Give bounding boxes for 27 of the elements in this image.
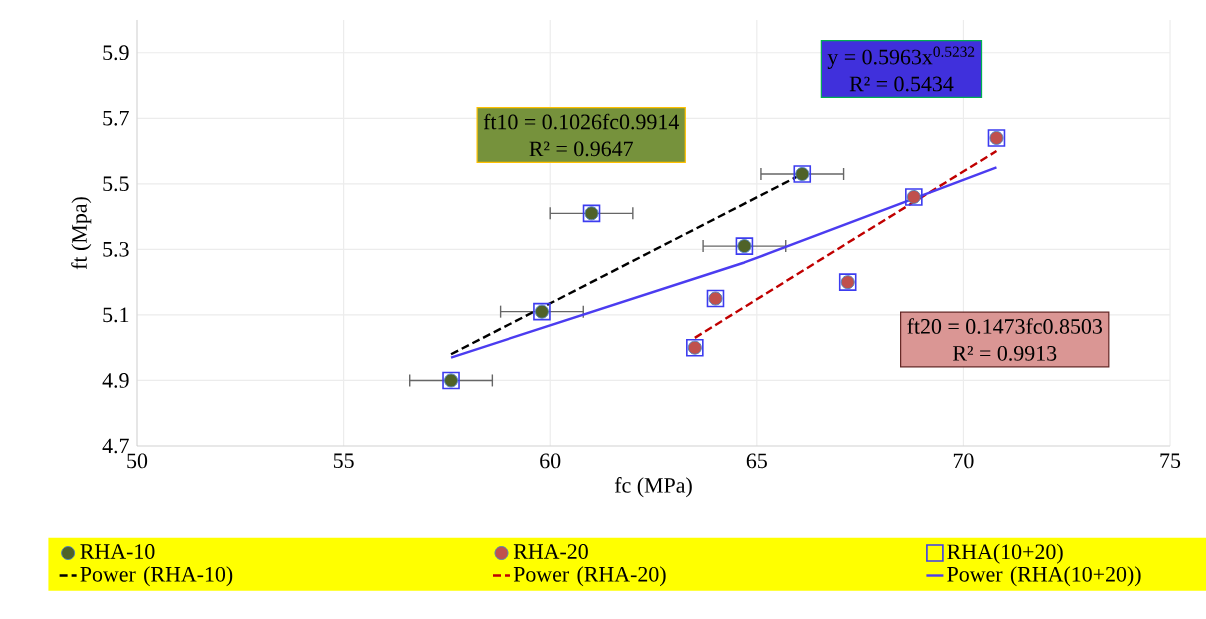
y-axis-title: ft (Mpa) [71, 197, 92, 270]
legend-label: RHA-10 [80, 544, 155, 559]
x-tick-label: 50 [127, 453, 148, 469]
y-tick-label: 5.5 [103, 176, 129, 192]
legend-label: Power (RHA-20) [513, 566, 666, 587]
y-tick-label: 5.7 [103, 110, 129, 126]
y-tick-label: 4.7 [102, 438, 129, 454]
annotation: R² = 0.9913 [952, 345, 1057, 361]
annotation: y = 0.5963x$^{0.5232}$ [827, 46, 975, 69]
y-tick-label: 4.9 [102, 373, 129, 388]
legend-label: RHA-20 [513, 544, 588, 559]
x-tick-label: 55 [333, 453, 354, 469]
x-tick-label: 65 [746, 453, 767, 469]
annotation: R² = 0.9647 [529, 141, 633, 157]
annotation: R² = 0.5434 [849, 76, 954, 92]
y-tick-label: 5.3 [103, 241, 129, 257]
x-tick-label: 70 [953, 453, 974, 469]
x-tick-label: 75 [1160, 453, 1181, 469]
y-tick-label: 5.1 [103, 307, 129, 323]
legend-label: RHA(10+20) [947, 543, 1063, 564]
x-tick-label: 60 [540, 453, 561, 469]
legend-label: Power (RHA-10) [80, 566, 233, 587]
annotation: ft10 = 0.1026fc0.9914 [483, 113, 679, 130]
y-tick-label: 5.9 [103, 45, 129, 61]
legend-label: Power (RHA(10+20)) [947, 566, 1141, 587]
x-axis-title: fc (MPa) [614, 477, 692, 498]
annotation: ft20 = 0.1473fc0.8503 [907, 318, 1102, 334]
